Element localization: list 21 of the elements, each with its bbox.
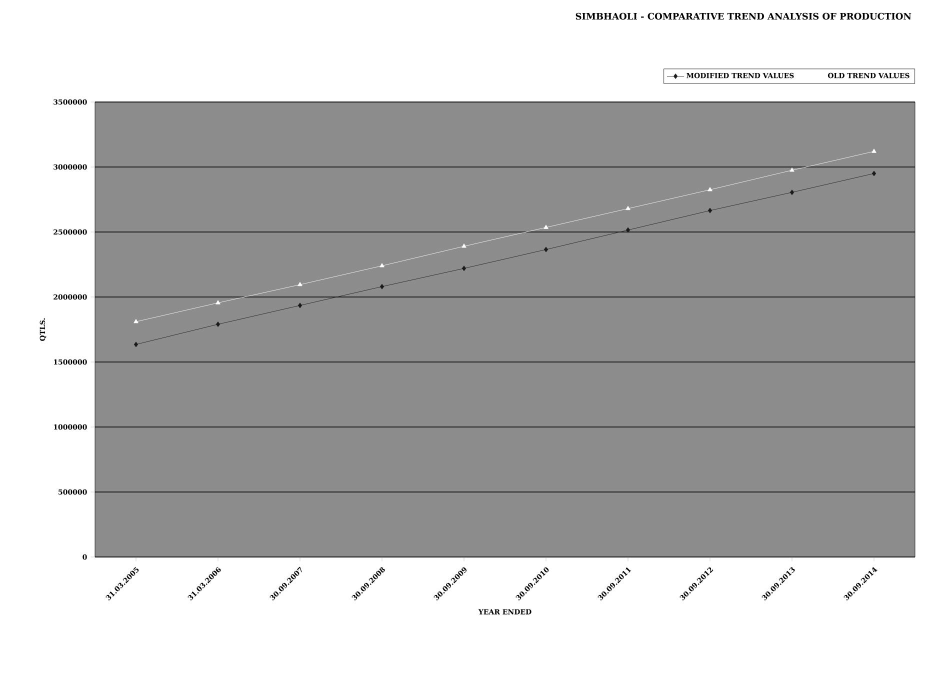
point (872, 170, 876, 176)
point (544, 246, 548, 252)
point (298, 282, 302, 286)
point (708, 208, 712, 214)
point (380, 263, 384, 268)
point (626, 206, 630, 210)
point (872, 148, 876, 153)
point (134, 342, 138, 348)
point (544, 224, 548, 229)
point (708, 187, 712, 192)
point (462, 266, 466, 272)
point (790, 168, 794, 172)
point (216, 300, 220, 304)
point (380, 284, 384, 290)
point (298, 302, 302, 308)
point (134, 318, 138, 324)
point (626, 227, 630, 233)
point (216, 322, 220, 327)
point (462, 244, 466, 248)
point (790, 190, 794, 196)
chart-title: SIMBHAOLI - COMPARATIVE TREND ANALYSIS OF PRODUCTION (576, 12, 912, 20)
